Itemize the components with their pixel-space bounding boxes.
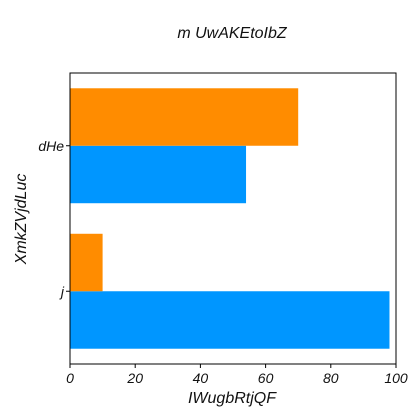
bar-j-series-1 [70,291,390,349]
y-axis-label: XmkZVjdLuc [13,174,30,266]
x-axis-label: IWugbRtjQF [188,390,277,407]
x-tick-label-60: 60 [258,370,274,386]
plot-frame [69,72,397,365]
bar-dHe-series-1 [70,145,247,204]
x-tick-label-20: 20 [126,370,143,386]
bar-dHe-series-2 [70,88,299,146]
x-axis-ticks: 0 20 40 60 80 100 [66,364,408,386]
x-tick-label-0: 0 [66,370,74,386]
y-tick-label-dHe: dHe [38,138,64,154]
chart-title: m UwAKEtoIbZ [177,25,288,42]
x-tick-label-80: 80 [323,370,339,386]
x-tick-label-100: 100 [384,370,408,386]
bar-j-series-2 [70,233,103,292]
y-tick-label-j: j [59,283,65,299]
y-axis-ticks: j dHe [38,138,70,299]
x-tick-label-40: 40 [193,370,209,386]
bars-layer [70,88,390,349]
